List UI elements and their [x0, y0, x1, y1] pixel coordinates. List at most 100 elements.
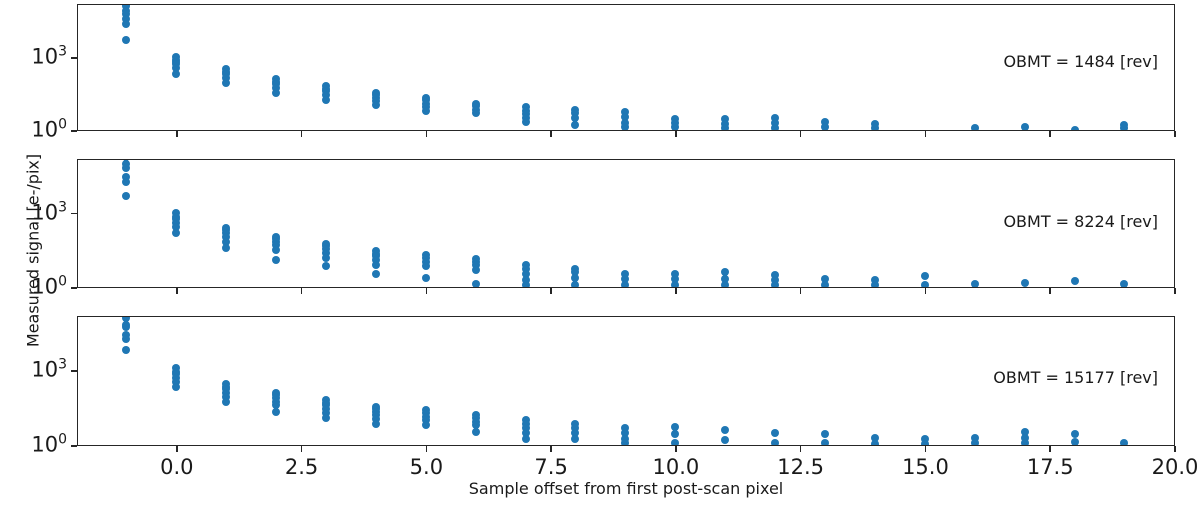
data-point — [571, 435, 580, 444]
data-point — [671, 269, 680, 278]
y-tick-mark — [71, 130, 77, 132]
x-tick-mark — [924, 446, 927, 452]
data-point — [172, 70, 181, 79]
data-point — [1070, 125, 1079, 130]
data-point — [671, 122, 680, 130]
data-point — [721, 268, 730, 277]
data-point — [471, 279, 480, 287]
data-point — [771, 114, 780, 123]
x-tick-mark — [300, 288, 303, 294]
x-tick-label: 20.0 — [1151, 455, 1199, 479]
data-point — [970, 123, 979, 130]
data-point — [321, 262, 330, 271]
data-point — [721, 115, 730, 124]
data-point — [272, 241, 281, 250]
data-point — [870, 275, 879, 284]
data-point — [571, 121, 580, 130]
data-point — [521, 280, 530, 287]
data-point — [870, 433, 879, 442]
x-tick-mark — [924, 131, 927, 137]
y-tick-label: 100 — [31, 273, 67, 299]
x-tick-label: 12.5 — [777, 455, 825, 479]
data-point — [821, 280, 830, 287]
data-point — [621, 438, 630, 445]
data-point — [1020, 279, 1029, 287]
data-point — [371, 415, 380, 424]
annotation-obmt-8224: OBMT = 8224 [rev] — [1003, 212, 1158, 231]
data-point — [920, 435, 929, 444]
y-tick-mark — [71, 212, 77, 215]
x-tick-mark — [176, 131, 178, 137]
data-point — [671, 274, 680, 283]
data-point — [571, 109, 580, 118]
x-tick-mark — [675, 131, 677, 137]
data-point — [222, 397, 231, 406]
x-tick-label: 15.0 — [902, 455, 949, 479]
y-tick-label: 103 — [31, 356, 67, 382]
data-point — [771, 275, 780, 284]
data-point — [172, 377, 181, 386]
data-point — [122, 10, 131, 19]
data-point — [771, 119, 780, 128]
x-tick-mark — [176, 288, 178, 294]
data-point — [471, 427, 480, 436]
data-point — [222, 237, 231, 246]
data-point — [222, 232, 231, 241]
x-tick-label: 10.0 — [652, 455, 700, 479]
data-point — [172, 382, 181, 391]
data-point — [122, 346, 131, 355]
x-tick-label: 2.5 — [284, 455, 319, 479]
data-point — [621, 113, 630, 122]
data-point — [1070, 430, 1079, 439]
data-point — [1120, 438, 1129, 445]
data-point — [721, 274, 730, 283]
subplot-obmt-15177 — [77, 316, 1175, 446]
y-tick-label: 103 — [31, 43, 67, 69]
data-point — [1070, 437, 1079, 445]
data-point — [571, 423, 580, 432]
data-point — [1070, 277, 1079, 286]
data-point — [471, 109, 480, 118]
x-tick-label: 5.0 — [409, 455, 444, 479]
x-tick-mark — [799, 288, 802, 294]
data-point — [821, 438, 830, 445]
subplot-obmt-8224 — [77, 159, 1175, 288]
x-tick-mark — [425, 446, 428, 452]
data-point — [222, 243, 231, 252]
data-point — [321, 248, 330, 257]
x-tick-mark — [1049, 446, 1052, 452]
data-point — [521, 435, 530, 444]
data-point — [821, 122, 830, 130]
data-point — [821, 274, 830, 283]
data-point — [571, 268, 580, 277]
subplot-obmt-1484 — [77, 4, 1175, 131]
data-point — [421, 253, 430, 262]
data-point — [721, 280, 730, 287]
data-point — [371, 100, 380, 109]
data-point — [421, 257, 430, 266]
data-point — [920, 440, 929, 445]
data-point — [621, 428, 630, 437]
data-point — [970, 279, 979, 287]
data-point — [671, 430, 680, 439]
data-point — [1020, 433, 1029, 442]
x-tick-mark — [300, 131, 303, 137]
data-point — [621, 108, 630, 117]
x-tick-mark — [550, 288, 552, 294]
data-point — [172, 64, 181, 73]
data-point — [1020, 438, 1029, 445]
data-point — [272, 401, 281, 410]
x-tick-mark — [176, 446, 178, 452]
data-point — [371, 260, 380, 269]
data-point — [321, 413, 330, 422]
data-point — [321, 91, 330, 100]
data-point — [521, 423, 530, 432]
annotation-obmt-1484: OBMT = 1484 [rev] — [1003, 52, 1158, 71]
data-point — [222, 392, 231, 401]
x-tick-mark — [425, 288, 428, 294]
data-point — [870, 124, 879, 130]
x-tick-label: 0.0 — [160, 455, 194, 479]
data-point — [272, 83, 281, 92]
data-point — [421, 262, 430, 271]
data-point — [721, 426, 730, 435]
